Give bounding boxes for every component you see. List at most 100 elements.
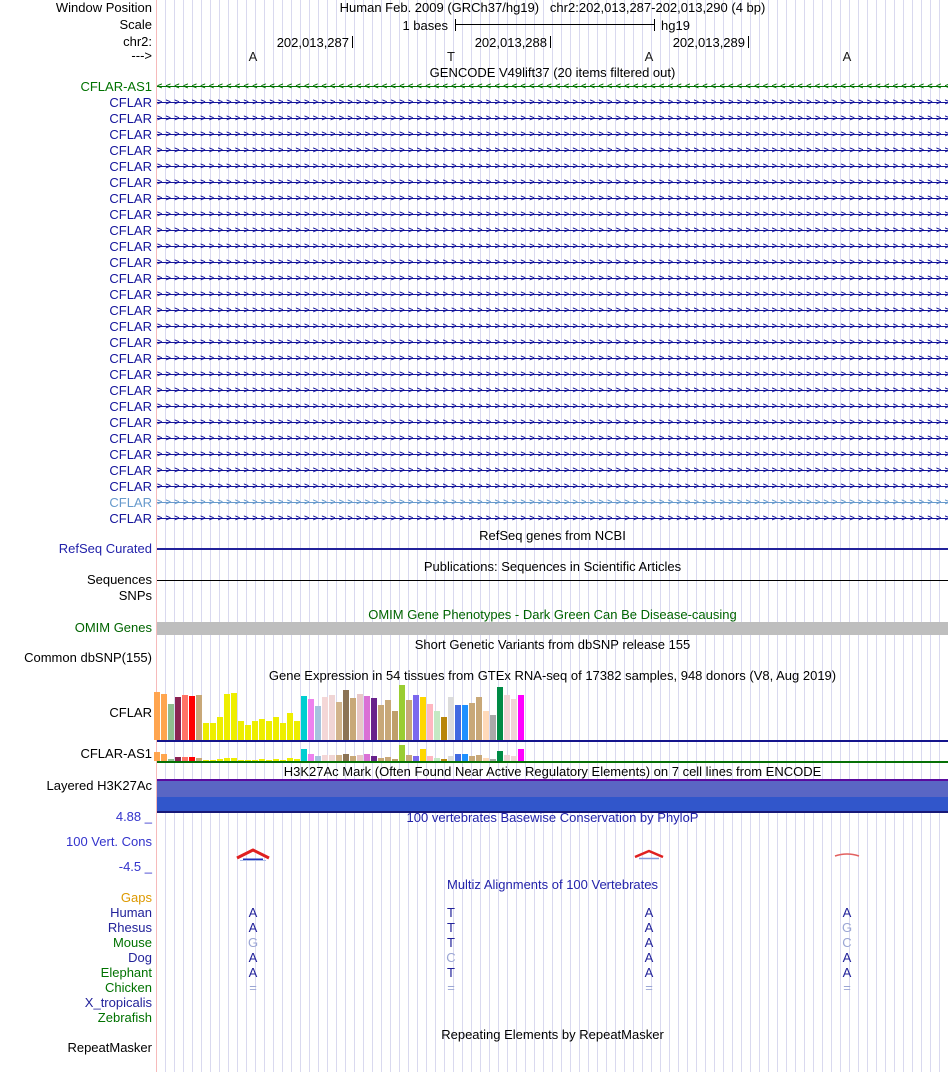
gene-row-cflar[interactable]: CFLAR >>>>>>>>>>>>>>>>>>>>>>>>>>>>>>>>>>>…	[0, 256, 950, 269]
gtex-tissue-bar[interactable]	[413, 756, 419, 761]
gene-exon-line-right[interactable]: >>>>>>>>>>>>>>>>>>>>>>>>>>>>>>>>>>>>>>>>…	[157, 481, 948, 493]
gene-row-cflar[interactable]: CFLAR >>>>>>>>>>>>>>>>>>>>>>>>>>>>>>>>>>>…	[0, 224, 950, 237]
gene-row-cflar[interactable]: CFLAR >>>>>>>>>>>>>>>>>>>>>>>>>>>>>>>>>>>…	[0, 367, 950, 382]
gtex-tissue-bar[interactable]	[196, 758, 202, 761]
gene-label[interactable]: CFLAR	[109, 495, 152, 510]
gene-row-cflar-as1[interactable]: CFLAR-AS1 <<<<<<<<<<<<<<<<<<<<<<<<<<<<<<<…	[0, 79, 950, 94]
gene-row-cflar[interactable]: CFLAR >>>>>>>>>>>>>>>>>>>>>>>>>>>>>>>>>>>…	[0, 479, 950, 494]
gtex-tissue-bar[interactable]	[490, 759, 496, 761]
gene-label[interactable]: CFLAR	[109, 175, 152, 190]
gtex-tissue-bar[interactable]	[469, 703, 475, 740]
h3k27ac-band-lower[interactable]	[157, 797, 948, 811]
gtex-tissue-bar[interactable]	[301, 696, 307, 740]
gtex-tissue-bar[interactable]	[406, 755, 412, 761]
snps-label[interactable]: SNPs	[118, 588, 152, 603]
gtex-tissue-bar[interactable]	[364, 696, 370, 740]
gtex-tissue-bar[interactable]	[427, 756, 433, 761]
gtex-tissue-bar[interactable]	[392, 711, 398, 740]
gene-label[interactable]: CFLAR	[109, 367, 152, 382]
h3k27ac-label[interactable]: Layered H3K27Ac	[46, 778, 152, 793]
gtex-tissue-bar[interactable]	[504, 695, 510, 740]
gtex-tissue-bar[interactable]	[434, 758, 440, 761]
gtex-tissue-bar[interactable]	[441, 717, 447, 740]
refseq-curated-label[interactable]: RefSeq Curated	[58, 541, 152, 556]
gtex-tissue-bar[interactable]	[511, 756, 517, 761]
gene-exon-line-right[interactable]: >>>>>>>>>>>>>>>>>>>>>>>>>>>>>>>>>>>>>>>>…	[157, 289, 948, 301]
gene-label[interactable]: CFLAR	[109, 287, 152, 302]
gene-label[interactable]: CFLAR	[109, 191, 152, 206]
gene-exon-line-right[interactable]: >>>>>>>>>>>>>>>>>>>>>>>>>>>>>>>>>>>>>>>>…	[157, 257, 948, 269]
gene-row-cflar[interactable]: CFLAR >>>>>>>>>>>>>>>>>>>>>>>>>>>>>>>>>>>…	[0, 399, 950, 414]
gtex-tissue-bar[interactable]	[336, 702, 342, 740]
gtex-tissue-bar[interactable]	[378, 758, 384, 761]
gtex-tissue-bar[interactable]	[154, 752, 160, 761]
gtex-tissue-bar[interactable]	[245, 725, 251, 740]
species-label-elephant[interactable]: Elephant	[100, 965, 152, 980]
gtex-tissue-bar[interactable]	[161, 754, 167, 761]
gene-row-cflar[interactable]: CFLAR >>>>>>>>>>>>>>>>>>>>>>>>>>>>>>>>>>>…	[0, 352, 950, 365]
gene-exon-line-right[interactable]: >>>>>>>>>>>>>>>>>>>>>>>>>>>>>>>>>>>>>>>>…	[157, 113, 948, 125]
gene-label[interactable]: CFLAR	[109, 479, 152, 494]
gtex-tissue-bar[interactable]	[252, 721, 258, 740]
gene-label[interactable]: CFLAR	[109, 207, 152, 222]
gene-label[interactable]: CFLAR	[109, 463, 152, 478]
gene-row-cflar[interactable]: CFLAR >>>>>>>>>>>>>>>>>>>>>>>>>>>>>>>>>>>…	[0, 96, 950, 109]
dbsnp-label[interactable]: Common dbSNP(155)	[24, 650, 152, 665]
gtex-tissue-bar[interactable]	[224, 758, 230, 761]
gtex-tissue-bar[interactable]	[420, 749, 426, 761]
gtex-tissue-bar[interactable]	[413, 695, 419, 740]
gene-exon-line-right[interactable]: >>>>>>>>>>>>>>>>>>>>>>>>>>>>>>>>>>>>>>>>…	[157, 177, 948, 189]
gene-label[interactable]: CFLAR	[109, 415, 152, 430]
gtex-tissue-bar[interactable]	[280, 723, 286, 740]
gene-label[interactable]: CFLAR	[109, 447, 152, 462]
gene-row-cflar[interactable]: CFLAR >>>>>>>>>>>>>>>>>>>>>>>>>>>>>>>>>>>…	[0, 463, 950, 478]
gene-label[interactable]: CFLAR	[109, 159, 152, 174]
gene-label[interactable]: CFLAR-AS1	[80, 79, 152, 94]
gtex-tissue-bar[interactable]	[238, 721, 244, 740]
gtex-tissue-bar[interactable]	[224, 694, 230, 740]
repeatmasker-label[interactable]: RepeatMasker	[67, 1040, 152, 1055]
gene-exon-line-right[interactable]: >>>>>>>>>>>>>>>>>>>>>>>>>>>>>>>>>>>>>>>>…	[157, 465, 948, 477]
gene-label[interactable]: CFLAR	[109, 271, 152, 286]
gene-exon-line-right[interactable]: >>>>>>>>>>>>>>>>>>>>>>>>>>>>>>>>>>>>>>>>…	[157, 305, 948, 317]
gtex-tissue-bar[interactable]	[462, 754, 468, 761]
gtex-tissue-bar[interactable]	[259, 759, 265, 761]
gtex-tissue-bar[interactable]	[476, 697, 482, 740]
gtex-tissue-bar[interactable]	[434, 711, 440, 740]
gene-label[interactable]: CFLAR	[109, 319, 152, 334]
species-label-rhesus[interactable]: Rhesus	[107, 920, 152, 935]
sequences-item-line[interactable]	[157, 580, 948, 581]
gtex-tissue-bar[interactable]	[273, 717, 279, 740]
gene-label[interactable]: CFLAR	[109, 399, 152, 414]
gtex-tissue-bar[interactable]	[406, 700, 412, 740]
gene-exon-line-right[interactable]: >>>>>>>>>>>>>>>>>>>>>>>>>>>>>>>>>>>>>>>>…	[157, 97, 948, 109]
gtex-tissue-bar[interactable]	[329, 695, 335, 740]
gene-exon-line-right[interactable]: >>>>>>>>>>>>>>>>>>>>>>>>>>>>>>>>>>>>>>>>…	[157, 225, 948, 237]
gtex-tissue-bar[interactable]	[385, 757, 391, 761]
gene-exon-line-right[interactable]: >>>>>>>>>>>>>>>>>>>>>>>>>>>>>>>>>>>>>>>>…	[157, 161, 948, 173]
gtex-tissue-bar[interactable]	[210, 723, 216, 740]
gene-label[interactable]: CFLAR	[109, 127, 152, 142]
gtex-tissue-bar[interactable]	[441, 759, 447, 761]
gtex-tissue-bar[interactable]	[210, 760, 216, 761]
gtex-tissue-bar[interactable]	[217, 759, 223, 761]
gene-label[interactable]: CFLAR	[109, 143, 152, 158]
gtex-cflar-as1-label[interactable]: CFLAR-AS1	[80, 746, 152, 761]
gtex-tissue-bar[interactable]	[322, 697, 328, 740]
gtex-tissue-bar[interactable]	[469, 756, 475, 761]
gene-exon-line-right[interactable]: >>>>>>>>>>>>>>>>>>>>>>>>>>>>>>>>>>>>>>>>…	[157, 145, 948, 157]
gene-row-cflar[interactable]: CFLAR >>>>>>>>>>>>>>>>>>>>>>>>>>>>>>>>>>>…	[0, 143, 950, 158]
gtex-tissue-bar[interactable]	[455, 754, 461, 761]
gene-label[interactable]: CFLAR	[109, 239, 152, 254]
gtex-tissue-bar[interactable]	[189, 757, 195, 761]
gtex-tissue-bar[interactable]	[399, 745, 405, 761]
gene-exon-line-right[interactable]: >>>>>>>>>>>>>>>>>>>>>>>>>>>>>>>>>>>>>>>>…	[157, 209, 948, 221]
gene-row-cflar[interactable]: CFLAR >>>>>>>>>>>>>>>>>>>>>>>>>>>>>>>>>>>…	[0, 415, 950, 430]
gtex-tissue-bar[interactable]	[483, 758, 489, 761]
gtex-tissue-bar[interactable]	[329, 755, 335, 761]
gene-row-cflar[interactable]: CFLAR >>>>>>>>>>>>>>>>>>>>>>>>>>>>>>>>>>>…	[0, 304, 950, 317]
gene-label[interactable]: CFLAR	[109, 383, 152, 398]
gene-exon-line-right[interactable]: >>>>>>>>>>>>>>>>>>>>>>>>>>>>>>>>>>>>>>>>…	[157, 369, 948, 381]
gtex-tissue-bar[interactable]	[504, 755, 510, 761]
species-label-dog[interactable]: Dog	[128, 950, 152, 965]
